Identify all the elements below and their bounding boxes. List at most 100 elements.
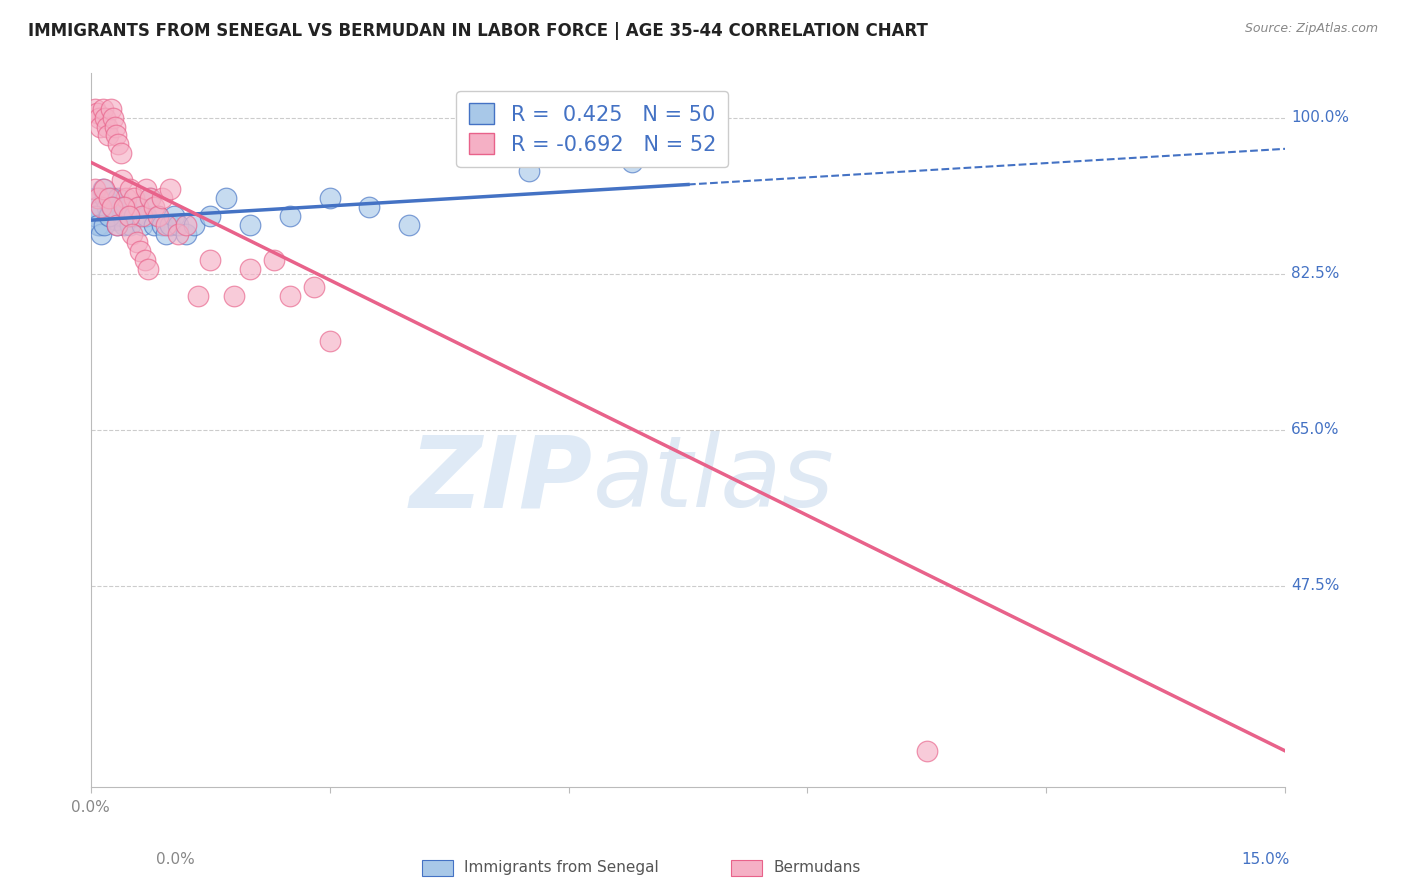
Point xyxy=(96,200,118,214)
Point xyxy=(90,200,112,214)
Point xyxy=(97,209,120,223)
Point xyxy=(121,227,143,241)
Point xyxy=(103,120,125,134)
Point xyxy=(112,218,135,232)
Point xyxy=(93,218,115,232)
Text: 0.0%: 0.0% xyxy=(156,852,195,867)
Point xyxy=(143,200,166,214)
Point xyxy=(174,218,197,232)
Point xyxy=(148,209,170,223)
Point xyxy=(115,200,138,214)
Point xyxy=(159,218,181,232)
Point xyxy=(198,209,221,223)
Point xyxy=(97,209,120,223)
Point xyxy=(87,204,110,219)
Point xyxy=(118,209,141,223)
Point xyxy=(107,137,129,152)
Point xyxy=(143,218,166,232)
Point xyxy=(86,200,108,214)
Point xyxy=(135,182,157,196)
Text: 100.0%: 100.0% xyxy=(1291,110,1350,125)
Point xyxy=(129,244,152,259)
Point xyxy=(517,164,540,178)
Point xyxy=(131,209,153,223)
Point xyxy=(111,173,134,187)
Text: Bermudans: Bermudans xyxy=(773,861,860,875)
Point xyxy=(198,253,221,268)
Point xyxy=(101,200,124,214)
Point xyxy=(86,106,108,120)
Point xyxy=(112,200,135,214)
Point xyxy=(94,111,117,125)
Point xyxy=(124,191,146,205)
Point xyxy=(174,227,197,241)
Point xyxy=(318,334,340,348)
Text: 65.0%: 65.0% xyxy=(1291,422,1340,437)
Point xyxy=(131,218,153,232)
Point xyxy=(111,209,134,223)
Point xyxy=(105,218,128,232)
Point xyxy=(105,213,128,227)
Point xyxy=(118,209,141,223)
Point xyxy=(103,209,125,223)
Point xyxy=(105,128,128,143)
Point xyxy=(97,128,120,143)
Point xyxy=(115,191,138,205)
Point xyxy=(915,744,938,758)
Point xyxy=(125,235,148,250)
Point xyxy=(278,209,301,223)
Point xyxy=(150,191,173,205)
Text: 15.0%: 15.0% xyxy=(1241,852,1289,867)
Text: Immigrants from Senegal: Immigrants from Senegal xyxy=(464,861,659,875)
Point xyxy=(83,102,105,116)
Point xyxy=(652,146,675,161)
Text: Source: ZipAtlas.com: Source: ZipAtlas.com xyxy=(1244,22,1378,36)
Point xyxy=(155,227,177,241)
Point xyxy=(120,182,142,196)
Point xyxy=(84,182,107,196)
Point xyxy=(100,191,122,205)
Point xyxy=(187,289,209,303)
Point xyxy=(127,200,149,214)
Point xyxy=(134,253,156,268)
Point xyxy=(91,102,114,116)
Text: 47.5%: 47.5% xyxy=(1291,578,1340,593)
Text: 0.0%: 0.0% xyxy=(72,800,110,815)
Text: 82.5%: 82.5% xyxy=(1291,266,1340,281)
Legend: R =  0.425   N = 50, R = -0.692   N = 52: R = 0.425 N = 50, R = -0.692 N = 52 xyxy=(457,90,728,168)
Point xyxy=(215,191,238,205)
Point xyxy=(127,200,149,214)
Point xyxy=(148,209,170,223)
Point xyxy=(90,227,112,241)
Point xyxy=(159,182,181,196)
Point xyxy=(139,191,162,205)
Point xyxy=(100,102,122,116)
Point xyxy=(155,218,177,232)
Point xyxy=(87,111,110,125)
Point xyxy=(91,182,114,196)
Point xyxy=(135,209,157,223)
Point xyxy=(101,200,124,214)
Point xyxy=(239,262,262,277)
Point xyxy=(359,200,381,214)
Point xyxy=(120,218,142,232)
Point xyxy=(183,218,205,232)
Point xyxy=(167,227,190,241)
Point xyxy=(87,191,110,205)
Point xyxy=(318,191,340,205)
Point xyxy=(239,218,262,232)
Point xyxy=(110,200,132,214)
Point xyxy=(107,191,129,205)
Point xyxy=(93,182,115,196)
Point xyxy=(139,191,162,205)
Point xyxy=(302,280,325,294)
Point xyxy=(89,120,111,134)
Point xyxy=(222,289,245,303)
Point xyxy=(621,155,644,169)
Point xyxy=(83,191,105,205)
Text: IMMIGRANTS FROM SENEGAL VS BERMUDAN IN LABOR FORCE | AGE 35-44 CORRELATION CHART: IMMIGRANTS FROM SENEGAL VS BERMUDAN IN L… xyxy=(28,22,928,40)
Point xyxy=(89,218,111,232)
Point xyxy=(84,209,107,223)
Point xyxy=(136,262,159,277)
Point xyxy=(167,218,190,232)
